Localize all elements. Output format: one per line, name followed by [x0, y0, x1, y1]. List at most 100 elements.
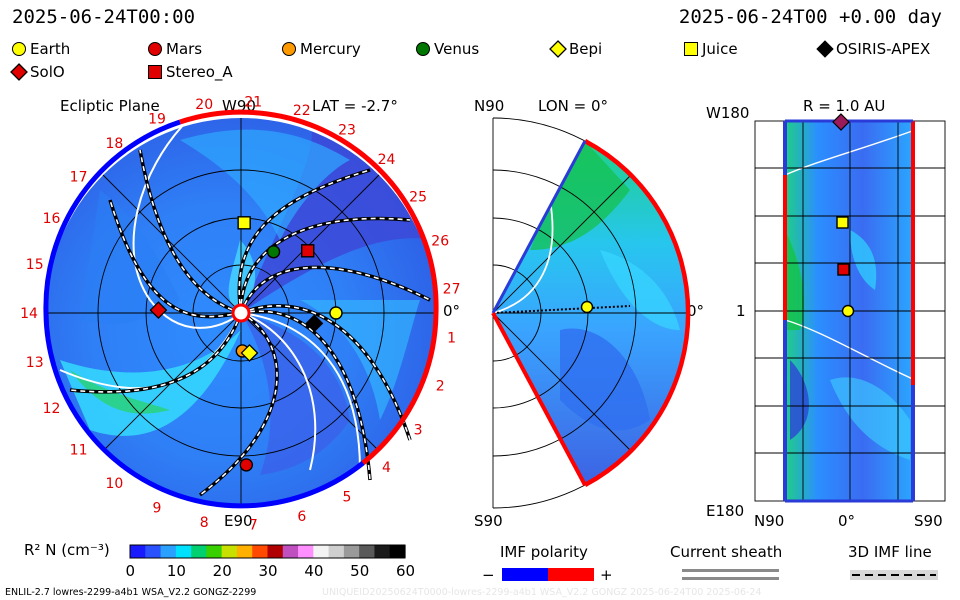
colorbar-segment	[145, 545, 162, 558]
legend-osiris-apex-label: OSIRIS-APEX	[836, 40, 931, 58]
carrington-label: 12	[43, 401, 61, 417]
mercury-marker-icon	[282, 42, 296, 56]
legend-mars-label: Mars	[166, 40, 203, 58]
carrington-label: 9	[153, 501, 162, 517]
bepi-marker	[240, 344, 259, 362]
imf-positive-swatch	[548, 568, 594, 581]
colorbar-tick-label: 60	[396, 562, 416, 580]
venus-marker-icon	[416, 42, 430, 56]
legend-juice: Juice	[684, 40, 738, 58]
sphere-solo-marker	[832, 113, 850, 131]
current-sheath-title: Current sheath	[670, 543, 783, 561]
carrington-label: 27	[443, 281, 461, 297]
ecliptic-lat-label: LAT = -2.7°	[312, 97, 398, 115]
colorbar-segment	[130, 545, 146, 558]
carrington-label: 24	[378, 152, 396, 168]
imf-negative-swatch	[502, 568, 548, 581]
header-right-time: 2025-06-24T00 +0.00 day	[678, 6, 942, 28]
meridional-earth-marker	[580, 300, 594, 314]
colorbar-segment	[313, 545, 330, 558]
colorbar-tick-label: 30	[258, 562, 278, 580]
ecliptic-e90-label: E90	[224, 512, 253, 530]
sphere-n90-label: N90	[754, 512, 785, 530]
carrington-label: 26	[431, 234, 449, 250]
carrington-label: 1	[447, 331, 456, 347]
legend-venus: Venus	[416, 40, 479, 58]
ecliptic-positive-polarity-boundary	[179, 109, 439, 465]
osiris-apex-marker-icon	[816, 40, 834, 58]
current-sheath-line	[132, 121, 242, 329]
colorbar-segment	[359, 545, 376, 558]
colorbar-segment	[298, 545, 314, 558]
colorbar-segment	[267, 545, 284, 558]
footer-id-watermark: UNIQUEID20250624T0000-lowres-2299-a4b1 W…	[322, 587, 762, 598]
stereo-a-marker	[300, 244, 315, 258]
sphere-juice-marker	[836, 216, 849, 229]
colorbar-segment	[221, 545, 238, 558]
colorbar-segment	[206, 545, 223, 558]
earth-marker-icon	[12, 42, 26, 56]
carrington-label: 5	[343, 490, 352, 506]
legend-juice-label: Juice	[702, 40, 738, 58]
carrington-label: 14	[20, 306, 38, 322]
legend-stereo-a-label: Stereo_A	[166, 63, 233, 81]
colorbar-segment	[160, 545, 177, 558]
imf-line-title: 3D IMF line	[848, 543, 932, 561]
juice-marker	[237, 216, 251, 230]
sphere-mid-label: 1	[736, 302, 746, 320]
osiris-apex-marker	[305, 314, 324, 333]
colorbar-tick-label: 10	[166, 562, 186, 580]
legend-mercury-label: Mercury	[300, 40, 361, 58]
sphere-earth-marker	[841, 304, 855, 318]
stereo-a-marker-icon	[148, 65, 162, 79]
imf-polarity-title: IMF polarity	[500, 543, 588, 561]
ecliptic-title: Ecliptic Plane	[60, 97, 160, 115]
imf-minus-label: −	[482, 566, 495, 584]
juice-marker-icon	[684, 42, 698, 56]
sphere-stereo-a-marker	[837, 263, 850, 276]
meridional-n90-label: N90	[474, 97, 505, 115]
sphere-title: R = 1.0 AU	[803, 97, 886, 115]
sphere-e180-label: E180	[706, 502, 745, 520]
sphere-zero-label: 0°	[838, 512, 856, 530]
solo-marker-icon	[10, 63, 28, 81]
legend-bepi-label: Bepi	[569, 40, 603, 58]
colorbar-tick-label: 40	[304, 562, 324, 580]
ecliptic-body-markers	[149, 216, 343, 472]
carrington-label: 6	[297, 509, 306, 525]
earth-marker	[329, 306, 343, 320]
carrington-label: 7	[249, 518, 258, 534]
sphere-s90-label: S90	[914, 512, 943, 530]
meridional-zero-label: 0°	[687, 302, 705, 320]
colorbar-segment	[374, 545, 391, 558]
header-left-time: 2025-06-24T00:00	[12, 6, 196, 28]
mars-marker	[239, 458, 254, 472]
venus-marker	[266, 245, 281, 259]
sphere-w180-label: W180	[706, 104, 750, 122]
legend-stereo-a: Stereo_A	[148, 63, 233, 81]
legend-osiris-apex: OSIRIS-APEX	[816, 40, 930, 58]
carrington-label: 22	[293, 103, 311, 119]
colorbar-segment	[175, 545, 192, 558]
carrington-label: 20	[195, 97, 213, 113]
colorbar-segment	[328, 545, 345, 558]
meridional-plane-panel	[491, 117, 691, 509]
meridional-lon-label: LON = 0°	[538, 97, 608, 115]
carrington-label: 10	[105, 476, 123, 492]
mars-marker-icon	[148, 42, 162, 56]
colorbar-tick-label: 20	[212, 562, 232, 580]
legend-mercury: Mercury	[282, 40, 361, 58]
colorbar-tick-label: 0	[125, 562, 136, 580]
imf-plus-label: +	[600, 566, 613, 584]
carrington-label: 25	[409, 190, 427, 206]
colorbar-segment	[191, 545, 207, 558]
ecliptic-zero-label: 0°	[443, 302, 461, 320]
legend-solo-label: SolO	[30, 63, 65, 81]
legend-earth-label: Earth	[30, 40, 71, 58]
legend-bepi: Bepi	[549, 40, 602, 58]
colorbar-segment	[343, 545, 360, 558]
density-colorbar	[129, 544, 406, 559]
carrington-label: 3	[414, 423, 423, 439]
